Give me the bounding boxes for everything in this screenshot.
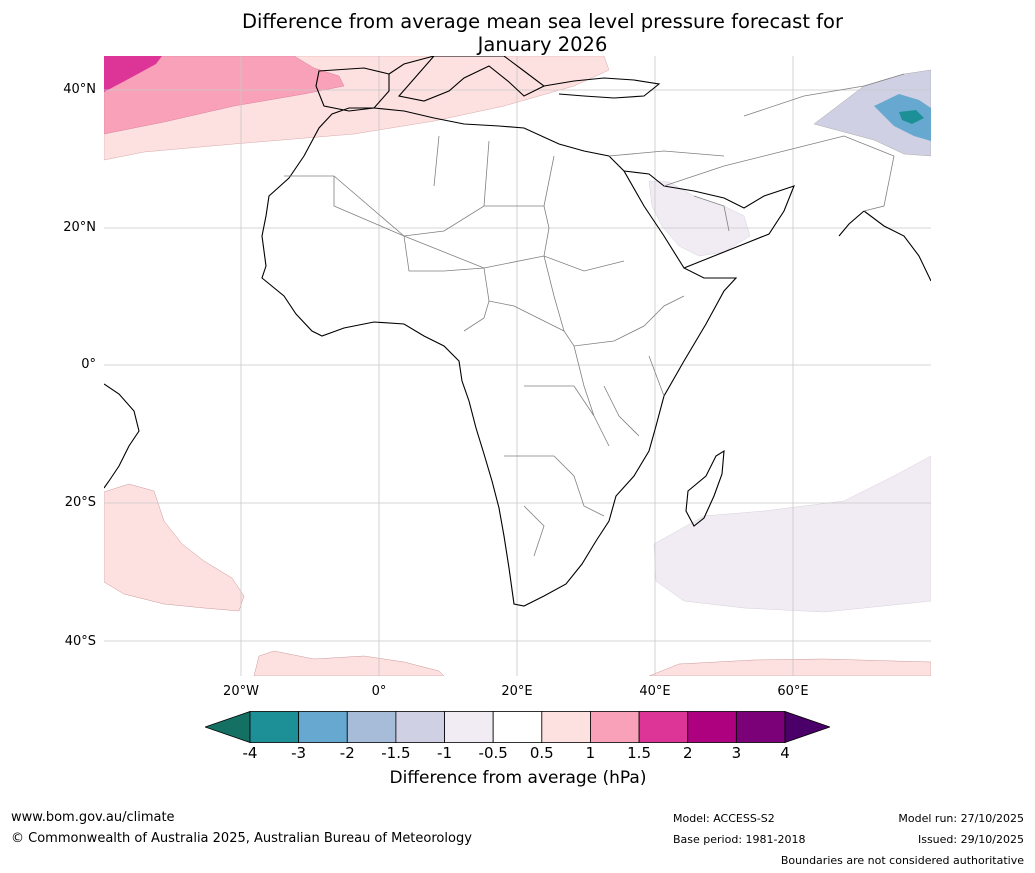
- colorbar-tick: -1: [437, 744, 453, 762]
- lat-label-40s: 40°S: [64, 634, 96, 649]
- lon-label-20w: 20°W: [223, 684, 259, 699]
- colorbar-segment: [590, 711, 640, 743]
- colorbar: [205, 711, 830, 743]
- anatolia-coastline: [543, 77, 661, 99]
- lat-label-20n: 20°N: [63, 220, 96, 235]
- title-line-1: Difference from average mean sea level p…: [242, 10, 843, 33]
- iberia-coastline: [315, 67, 390, 112]
- colorbar-tick: 0.5: [529, 744, 554, 762]
- lon-label-20e: 20°E: [501, 684, 533, 699]
- madagascar-coastline: [685, 449, 725, 527]
- footer-copyright: © Commonwealth of Australia 2025, Austra…: [11, 831, 472, 846]
- colorbar-tick: 4: [780, 744, 790, 762]
- colorbar-tick: 1: [585, 744, 596, 762]
- colorbar-tick: 1.5: [627, 744, 651, 762]
- anomaly-region-arabia: [648, 180, 751, 257]
- africa-coastline: [261, 107, 738, 607]
- colorbar-segment: [541, 711, 591, 743]
- graticule: [104, 56, 931, 676]
- colorbar-extension-low: [205, 711, 251, 743]
- colorbar-tick: -0.5: [478, 744, 508, 762]
- colorbar-tick: 2: [682, 744, 693, 762]
- map-title: Difference from average mean sea level p…: [160, 10, 925, 56]
- europe-coastline: [388, 56, 546, 102]
- footer-base-period: Base period: 1981-2018: [673, 833, 806, 846]
- lon-label-40e: 40°E: [639, 684, 671, 699]
- pressure-anomaly-map: [104, 56, 931, 676]
- colorbar-segment: [638, 711, 689, 743]
- title-line-2: January 2026: [477, 33, 608, 56]
- colorbar-tick: 3: [731, 744, 742, 762]
- anomaly-region-north-atlantic-strong: [104, 56, 162, 92]
- colorbar-tick: -1.5: [381, 744, 411, 762]
- colorbar-label: Difference from average (hPa): [389, 768, 647, 788]
- lon-label-60e: 60°E: [777, 684, 809, 699]
- anomaly-region-southern-ocean: [253, 650, 445, 676]
- anomaly-region-south-atlantic: [104, 483, 245, 612]
- colorbar-extension-high: [784, 711, 830, 743]
- footer-url[interactable]: www.bom.gov.au/climate: [11, 810, 175, 825]
- country-borders: [284, 73, 905, 557]
- lon-label-0: 0°: [371, 684, 387, 699]
- colorbar-segment: [395, 711, 445, 743]
- colorbar-segment: [444, 711, 494, 743]
- india-coastline: [838, 210, 931, 282]
- colorbar-tick: -4: [242, 744, 258, 762]
- anomaly-region-indian-ocean-south: [653, 455, 931, 613]
- anomaly-region-tibet-strong: [899, 110, 924, 124]
- south-america-coastline: [104, 383, 140, 489]
- lat-label-equator: 0°: [81, 357, 96, 372]
- colorbar-segment: [687, 711, 737, 743]
- colorbar-segment: [298, 711, 348, 743]
- colorbar-segment: [492, 711, 543, 743]
- footer-model: Model: ACCESS-S2: [673, 812, 775, 825]
- footer-issued: Issued: 29/10/2025: [917, 833, 1024, 846]
- colorbar-segment: [346, 711, 397, 743]
- anomaly-region-southern-ocean-east: [648, 658, 931, 676]
- colorbar-segment: [735, 711, 786, 743]
- footer-disclaimer: Boundaries are not considered authoritat…: [780, 854, 1024, 867]
- colorbar-segment: [249, 711, 300, 743]
- colorbar-tick: -3: [291, 744, 307, 762]
- colorbar-tick: -2: [339, 744, 355, 762]
- footer-model-run: Model run: 27/10/2025: [898, 812, 1024, 825]
- lat-label-40n: 40°N: [63, 82, 96, 97]
- lat-label-20s: 20°S: [64, 495, 96, 510]
